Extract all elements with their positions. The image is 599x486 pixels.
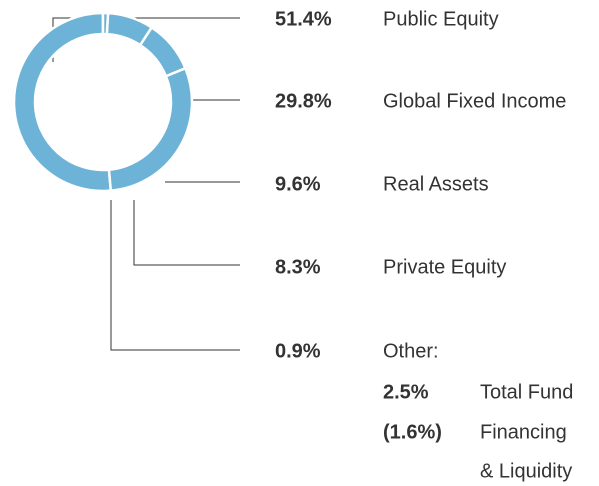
leader-line [133, 200, 240, 266]
leader-line [110, 200, 240, 351]
donut-segment [101, 11, 110, 36]
category-label: Other: [383, 340, 439, 362]
donut-segment [107, 66, 194, 193]
category-label: Real Assets [383, 173, 489, 195]
breakdown-name: & Liquidity [480, 460, 572, 482]
breakdown-name: Financing [480, 421, 567, 443]
category-label: Public Equity [383, 8, 499, 30]
category-label: Private Equity [383, 256, 506, 278]
breakdown-value: 2.5% [383, 381, 429, 403]
value-label: 9.6% [275, 173, 321, 195]
value-label: 8.3% [275, 256, 321, 278]
breakdown-value: (1.6%) [383, 421, 442, 443]
donut-segment [12, 11, 113, 193]
breakdown-name: Total Fund [480, 381, 573, 403]
category-label: Global Fixed Income [383, 90, 566, 112]
value-label: 29.8% [275, 90, 332, 112]
value-label: 0.9% [275, 340, 321, 362]
value-label: 51.4% [275, 8, 332, 30]
